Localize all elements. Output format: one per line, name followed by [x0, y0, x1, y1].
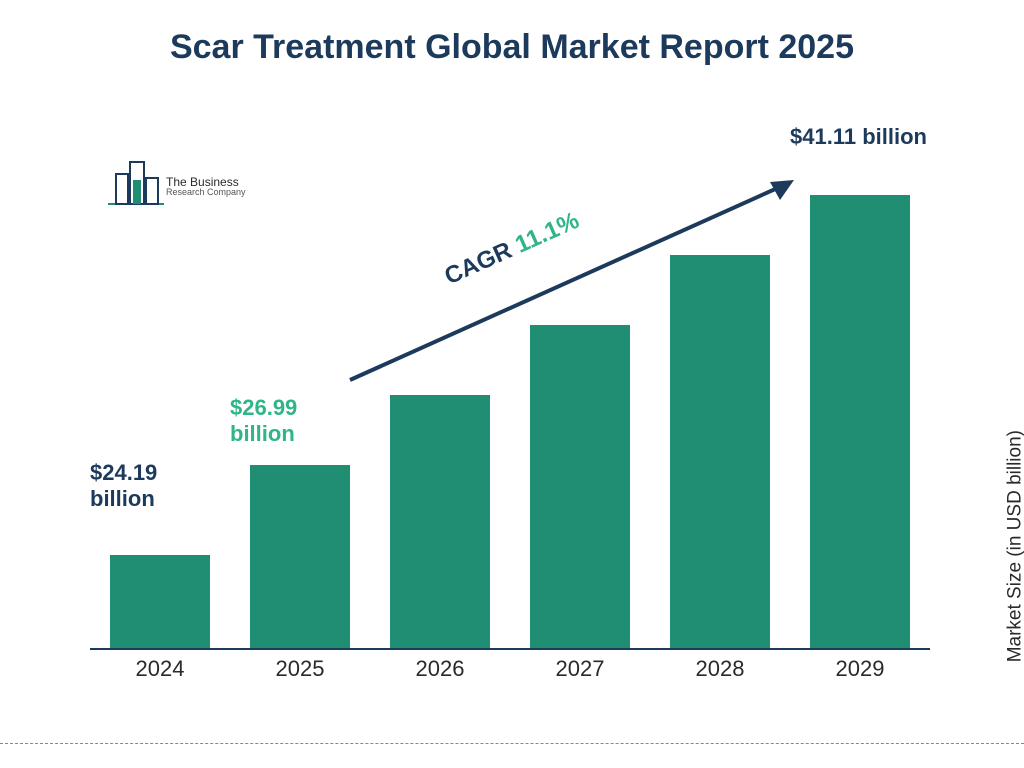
- bar-slot: [90, 555, 230, 650]
- value-label-2024: $24.19 billion: [90, 460, 220, 513]
- x-axis-label: 2026: [370, 650, 510, 682]
- x-axis-label: 2029: [790, 650, 930, 682]
- x-axis-label: 2025: [230, 650, 370, 682]
- trend-arrow-icon: [342, 170, 802, 390]
- bar: [390, 395, 490, 650]
- chart-title: Scar Treatment Global Market Report 2025: [0, 28, 1024, 67]
- value-label-2025: $26.99 billion: [230, 395, 360, 448]
- bar: [810, 195, 910, 650]
- bar-slot: [790, 195, 930, 650]
- bar-slot: [370, 395, 510, 650]
- bar-slot: [230, 465, 370, 650]
- bar: [110, 555, 210, 650]
- x-axis-label: 2028: [650, 650, 790, 682]
- bar: [250, 465, 350, 650]
- value-label-2029: $41.11 billion: [790, 124, 970, 150]
- bottom-separator: [0, 743, 1024, 744]
- x-axis-label: 2024: [90, 650, 230, 682]
- x-axis-label: 2027: [510, 650, 650, 682]
- x-axis-labels: 202420252026202720282029: [90, 650, 930, 690]
- y-axis-label: Market Size (in USD billion): [1004, 430, 1024, 662]
- page-root: Scar Treatment Global Market Report 2025…: [0, 0, 1024, 768]
